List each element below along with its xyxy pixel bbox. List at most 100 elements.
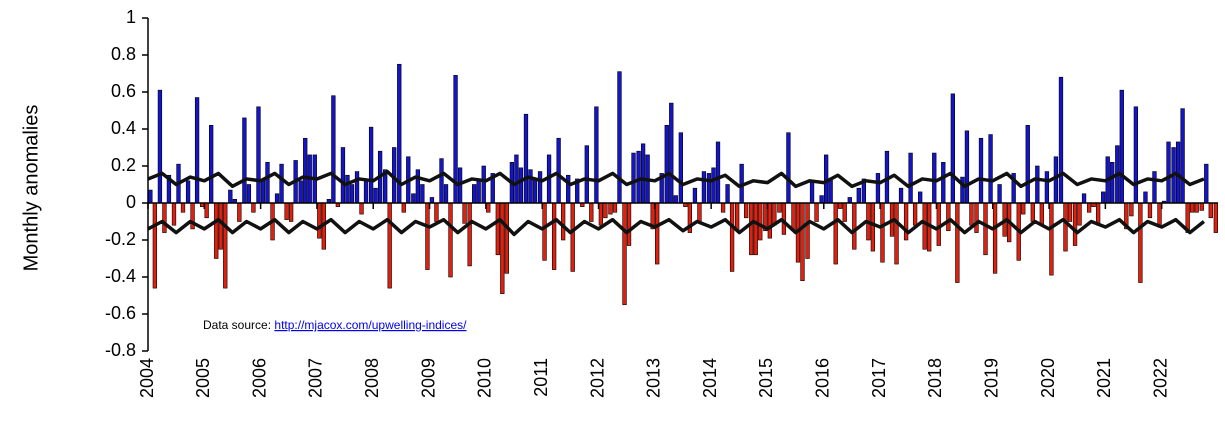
bar [880,202,885,263]
bar [476,180,481,204]
x-tick-label: 2014 [700,358,720,398]
bar [434,202,439,222]
source-link[interactable]: http://mjacox.com/upwelling-indices/ [274,318,467,332]
y-tick-label: -0.8 [105,340,136,360]
bar [359,202,364,215]
bar [420,184,425,204]
y-tick-label: 0 [126,192,136,212]
bar [786,132,791,204]
y-tick-label: 0.6 [111,81,136,101]
y-axis-label: Monthly anomalies [20,105,42,272]
bar [1072,202,1078,246]
bar [373,187,378,204]
bar [946,202,951,232]
x-tick-label: 2022 [1150,358,1170,398]
bar [1039,202,1044,226]
bar [260,180,266,204]
bar [542,202,547,261]
bar [218,202,223,250]
bar [852,202,857,250]
x-tick-label: 2010 [475,358,495,398]
bar [988,134,993,204]
bar [598,202,604,226]
bar [472,184,477,204]
bar [1157,202,1162,228]
bar [655,202,660,265]
bar [983,202,988,256]
bar [354,171,360,204]
bar [495,202,500,256]
bar [631,152,636,204]
bar [171,202,177,226]
bar [523,113,529,204]
bar [715,141,721,204]
bar [992,202,998,274]
bar [481,165,486,204]
bar [729,202,735,272]
y-tick-label: 0.4 [111,118,136,138]
bar [1063,202,1068,252]
bar [1129,202,1134,217]
bar [288,202,294,222]
bar [1190,202,1195,213]
bar [692,187,698,204]
bar [612,202,618,213]
bar [838,202,843,209]
y-tick-label: 0.2 [111,155,136,175]
bar [537,171,543,204]
bar [749,202,754,256]
bar [594,106,599,204]
bar [303,137,308,204]
bar [678,132,683,204]
bar [387,202,392,289]
bar [964,130,970,204]
bar [809,180,815,204]
bar [209,125,214,204]
bar [518,167,524,204]
x-tick-label: 2019 [981,358,1001,398]
bar [556,137,561,204]
bar [626,202,632,246]
bar [870,202,876,252]
bar [246,184,252,204]
bar [1143,191,1148,204]
bar [317,202,322,239]
bar [1049,202,1054,276]
bar [560,202,566,241]
line [147,169,1205,189]
bar [912,202,918,226]
bar [1053,156,1059,204]
bar [828,178,833,204]
bar [1199,202,1204,211]
bar [148,189,153,204]
bar [767,202,772,239]
bar [1119,89,1124,204]
bar [608,202,613,215]
bar [265,162,270,204]
x-tick-label: 2007 [306,358,326,398]
bar [932,152,937,204]
bar [331,95,336,204]
x-tick-label: 2005 [193,358,213,398]
bar [735,202,740,232]
bar [1110,162,1115,204]
bar [997,184,1002,204]
source-text: Data source: [203,318,271,332]
bar [898,187,904,204]
bar [903,202,909,241]
bar [228,189,233,204]
bar [1030,202,1035,222]
x-tick-label: 2015 [756,358,776,398]
bar [500,202,505,294]
bar [894,202,899,265]
bar [1208,202,1213,219]
bar [223,202,228,289]
bar [720,202,726,213]
bar [636,150,641,204]
bar [669,102,674,204]
bar [532,178,538,204]
bar [936,202,941,246]
bar [152,202,157,289]
y-tick-label: 1 [126,7,136,27]
